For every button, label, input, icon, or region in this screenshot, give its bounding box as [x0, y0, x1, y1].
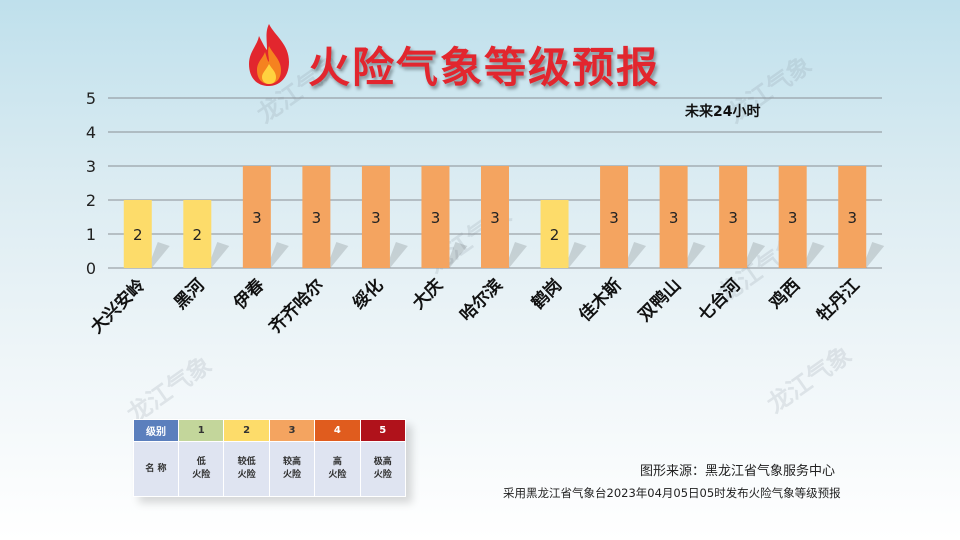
bar-value-label: 3 — [847, 209, 857, 227]
issuance-note: 采用黑龙江省气象台2023年04月05日05时发布火险气象等级预报 — [503, 486, 841, 500]
y-tick-label: 1 — [86, 225, 96, 244]
legend-level-4: 4 — [314, 419, 361, 442]
y-tick-label: 2 — [86, 191, 96, 210]
bar-shadow — [445, 242, 468, 268]
x-tick-label: 牡丹江 — [813, 275, 864, 326]
legend-name-1: 低火险 — [177, 441, 225, 497]
bar — [719, 166, 748, 268]
legend-name-5: 极高 火险 — [359, 441, 407, 497]
x-tick-label: 双鸭山 — [634, 275, 685, 326]
level-legend-table: 级别 1 2 3 4 5 名 称 低火险 较低 火险 较高 火险 高火险 极高 火险 — [133, 419, 407, 497]
bar-value-label: 3 — [371, 209, 381, 227]
bar — [123, 200, 152, 268]
bar — [242, 166, 271, 268]
legend-name-4: 高火险 — [314, 441, 361, 497]
bar-shadow — [266, 242, 289, 268]
x-tick-label: 鸡西 — [765, 275, 805, 315]
x-tick-label: 黑河 — [171, 275, 209, 313]
x-tick-label: 伊春 — [229, 275, 269, 315]
bar-value-label: 2 — [550, 226, 560, 244]
legend-header-cell: 级别 — [133, 419, 179, 442]
x-tick-label: 齐齐哈尔 — [265, 275, 328, 338]
y-tick-label: 0 — [86, 259, 96, 278]
bar-value-label: 3 — [669, 209, 679, 227]
bar — [302, 166, 331, 268]
bar-value-label: 3 — [431, 209, 441, 227]
bar — [600, 166, 629, 268]
bar-value-label: 3 — [490, 209, 500, 227]
source-credit: 图形来源：黑龙江省气象服务中心 — [640, 464, 836, 479]
title-block: 火险气象等级预报 — [240, 22, 760, 92]
legend-name-2: 较低 火险 — [223, 441, 270, 497]
bar-value-label: 3 — [788, 209, 798, 227]
bar-shadow — [147, 242, 170, 268]
bar — [183, 200, 212, 268]
bar-shadow — [624, 242, 647, 268]
x-tick-label: 大兴安岭 — [86, 275, 149, 338]
legend-name-label: 名 称 — [133, 441, 179, 497]
y-tick-label: 3 — [86, 157, 96, 176]
x-tick-label: 佳木斯 — [575, 275, 626, 326]
bar — [481, 166, 509, 268]
bar-shadow — [207, 242, 230, 268]
bar-shadow — [326, 242, 349, 268]
legend-level-3: 3 — [268, 419, 316, 442]
bar — [361, 166, 390, 268]
legend-level-1: 1 — [177, 419, 225, 442]
bar-value-label: 3 — [728, 209, 738, 227]
legend-level-2: 2 — [223, 419, 270, 442]
legend-level-5: 5 — [359, 419, 407, 442]
x-tick-label: 鹤岗 — [527, 275, 566, 314]
bar-shadow — [564, 242, 587, 268]
bar-shadow — [743, 242, 766, 268]
bar-value-label: 3 — [609, 209, 619, 227]
x-tick-label: 大庆 — [408, 275, 447, 314]
x-tick-label: 绥化 — [349, 275, 388, 314]
bar — [778, 166, 807, 268]
bar — [540, 200, 569, 268]
x-tick-label: 哈尔滨 — [456, 275, 507, 326]
bar-value-label: 3 — [312, 209, 322, 227]
x-tick-label: 七台河 — [694, 275, 745, 326]
bar-shadow — [802, 242, 825, 268]
bar — [421, 166, 450, 268]
period-annotation: 未来24小时 — [685, 103, 760, 120]
y-axis: 0 1 2 3 4 5 — [86, 89, 96, 278]
bar-shadow — [385, 242, 408, 268]
bar — [659, 166, 688, 268]
bar-value-label: 3 — [252, 209, 262, 227]
flame-icon — [249, 24, 289, 86]
bar-shadow — [505, 242, 527, 268]
bar-value-label: 2 — [133, 226, 143, 244]
bar-shadow — [683, 242, 706, 268]
bars: 2 2 3 3 3 3 3 2 3 3 3 3 3 — [123, 166, 885, 268]
bar-shadow — [862, 242, 885, 268]
y-tick-label: 4 — [86, 123, 96, 142]
legend-name-3: 较高 火险 — [268, 441, 316, 497]
bar-value-label: 2 — [193, 226, 203, 244]
bar — [838, 166, 867, 268]
page-title: 火险气象等级预报 — [308, 43, 661, 92]
y-tick-label: 5 — [86, 89, 96, 108]
